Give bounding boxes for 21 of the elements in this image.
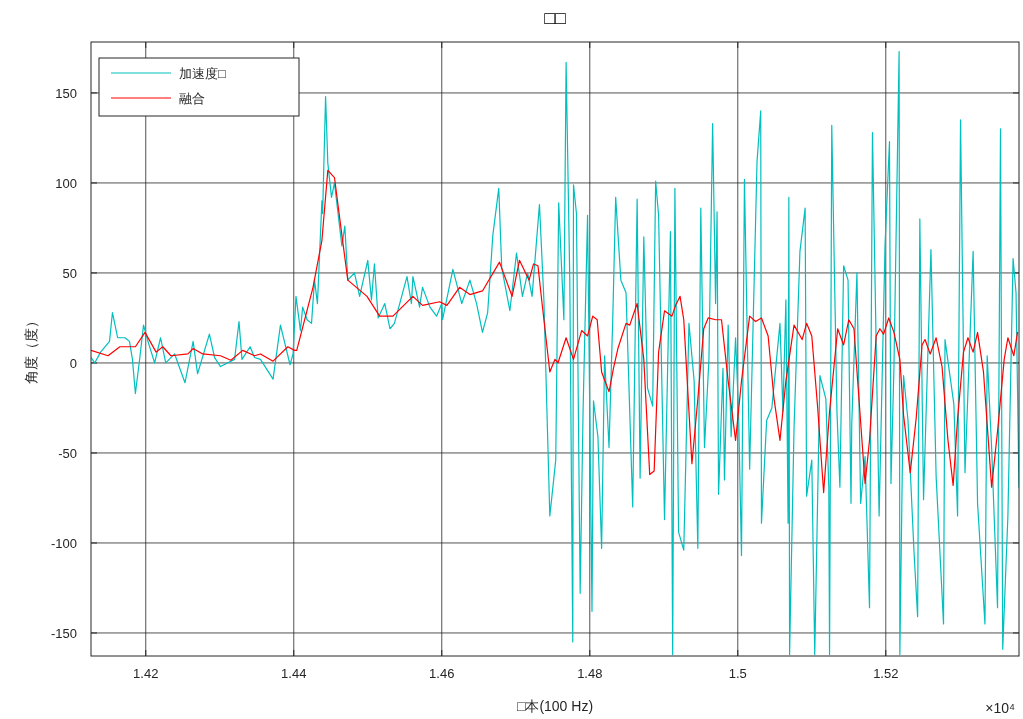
text: ×10⁴ [985,700,1015,716]
legend-label: 融合 [179,91,205,106]
y-tick-label: -50 [58,445,77,461]
y-tick-label: 50 [62,265,77,281]
legend-label: 加速度□ [179,66,226,81]
chart-title: □□ [544,8,566,28]
x-axis-title: □本(100 Hz) [516,698,594,714]
x-tick-label: 1.42 [133,666,159,681]
y-tick-label: 0 [69,355,77,371]
y-tick-label: -150 [50,625,77,641]
x-tick-label: 1.52 [873,666,899,681]
line-series [91,50,1019,656]
y-tick-label: 100 [55,175,77,191]
x-tick-label: 1.44 [281,666,307,681]
y-tick-label: -100 [50,535,77,551]
x-tick-label: 1.48 [577,666,603,681]
x-tick-label: 1.5 [728,666,747,681]
line-series [91,169,1019,494]
y-tick-label: 150 [55,85,77,101]
x-tick-label: 1.46 [429,666,455,681]
y-axis-title: 角度（度） [23,314,39,384]
